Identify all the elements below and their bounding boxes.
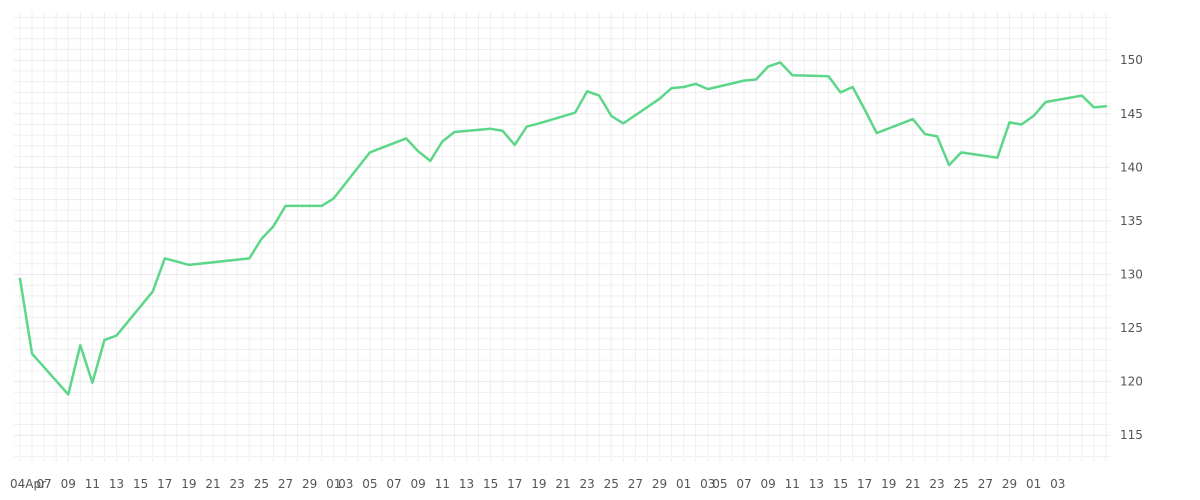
- x-tick-label: 25: [954, 477, 969, 491]
- x-tick-label: 21: [905, 477, 920, 491]
- x-tick-label: 23: [929, 477, 944, 491]
- x-tick-label: 27: [978, 477, 993, 491]
- x-tick-label: 01: [1026, 477, 1041, 491]
- x-tick-label: 09: [61, 477, 76, 491]
- x-tick-label: 13: [459, 477, 474, 491]
- y-tick-label: 145: [1120, 107, 1143, 121]
- x-tick-label: 03: [1050, 477, 1065, 491]
- x-tick-label: 25: [604, 477, 619, 491]
- x-tick-label: 07: [386, 477, 401, 491]
- x-tick-label: 09: [411, 477, 426, 491]
- y-tick-label: 140: [1120, 160, 1143, 174]
- x-tick-label: 17: [157, 477, 172, 491]
- x-tick-label: 25: [254, 477, 269, 491]
- x-tick-label: 21: [205, 477, 220, 491]
- x-tick-label: 17: [857, 477, 872, 491]
- y-tick-label: 130: [1120, 268, 1143, 282]
- series-layer: [18, 61, 1108, 396]
- x-tick-label: 05: [362, 477, 377, 491]
- x-tick-label: 07: [736, 477, 751, 491]
- x-tick-label: 27: [278, 477, 293, 491]
- x-tick-label: 19: [881, 477, 896, 491]
- y-tick-label: 120: [1120, 375, 1143, 389]
- x-tick-label: 03: [338, 477, 353, 491]
- x-tick-label: 05: [712, 477, 727, 491]
- x-tick-label: 19: [181, 477, 196, 491]
- x-tick-label: 15: [133, 477, 148, 491]
- y-axis-ticks: 115 120 125 130 135 140 145 150: [1120, 53, 1143, 442]
- series-line: [18, 61, 1108, 396]
- x-tick-label: 01: [326, 477, 341, 491]
- x-tick-label: 03: [700, 477, 715, 491]
- x-tick-label: 07: [36, 477, 51, 491]
- x-tick-label: 23: [579, 477, 594, 491]
- x-tick-label: 23: [230, 477, 245, 491]
- x-tick-label: 11: [785, 477, 800, 491]
- x-tick-label: 15: [483, 477, 498, 491]
- grid: [14, 12, 1110, 462]
- x-tick-label: 29: [652, 477, 667, 491]
- y-tick-label: 150: [1120, 53, 1143, 67]
- x-tick-label: 29: [302, 477, 317, 491]
- y-tick-label: 115: [1120, 428, 1143, 442]
- y-tick-label: 135: [1120, 214, 1143, 228]
- y-tick-label: 125: [1120, 321, 1143, 335]
- x-tick-label: 29: [1002, 477, 1017, 491]
- x-tick-label: 09: [760, 477, 775, 491]
- x-tick-label: 11: [85, 477, 100, 491]
- x-tick-label: 21: [555, 477, 570, 491]
- x-tick-label: 04Apr: [10, 477, 46, 491]
- x-tick-label: 17: [507, 477, 522, 491]
- x-tick-label: 19: [531, 477, 546, 491]
- x-tick-label: 11: [435, 477, 450, 491]
- x-tick-label: 13: [109, 477, 124, 491]
- x-tick-label: 01: [676, 477, 691, 491]
- x-tick-label: 13: [809, 477, 824, 491]
- x-tick-label: 27: [628, 477, 643, 491]
- x-tick-label: 15: [833, 477, 848, 491]
